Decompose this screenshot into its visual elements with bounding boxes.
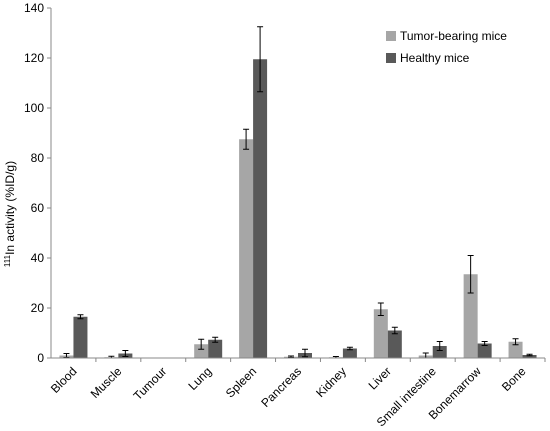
bar <box>432 346 447 358</box>
x-category-label: Bone <box>499 364 529 394</box>
y-tick-label: 0 <box>37 351 44 365</box>
y-axis-label-main: In activity (%ID/g) <box>3 161 17 255</box>
x-category-label: Lung <box>186 364 215 393</box>
y-tick-label: 100 <box>24 101 44 115</box>
y-tick-label: 80 <box>31 151 45 165</box>
legend-label: Healthy mice <box>400 51 470 65</box>
x-category-label: Blood <box>48 364 80 396</box>
x-category-label: Muscle <box>88 364 125 401</box>
y-axis: 0 20 40 60 80 100 120 140 <box>24 1 52 365</box>
legend: Tumor-bearing mice Healthy mice <box>386 29 507 65</box>
y-tick-label: 40 <box>31 251 45 265</box>
y-axis-label: 111In activity (%ID/g) <box>3 161 17 267</box>
x-axis: Blood Muscle Tumour Lung Spleen Pancreas Kidne… <box>48 357 546 429</box>
x-category-label: Liver <box>366 364 394 392</box>
y-tick-label: 20 <box>31 301 45 315</box>
legend-label: Tumor-bearing mice <box>400 29 507 43</box>
bar <box>387 330 402 358</box>
bar <box>239 139 254 358</box>
y-tick-label: 140 <box>24 1 44 15</box>
legend-swatch <box>386 53 396 63</box>
x-category-label: Spleen <box>223 364 259 400</box>
bar <box>73 316 88 358</box>
y-axis-label-superscript: 111 <box>3 254 12 267</box>
bar <box>508 341 523 358</box>
bar <box>194 344 209 358</box>
y-tick-label: 120 <box>24 51 44 65</box>
x-category-label: Kidney <box>313 364 349 400</box>
x-category-label: Tumour <box>131 364 170 403</box>
bars <box>59 26 537 359</box>
bar <box>373 309 388 358</box>
y-tick-label: 60 <box>31 201 45 215</box>
legend-swatch <box>386 31 396 41</box>
bar <box>463 274 478 358</box>
bar <box>522 355 537 358</box>
x-category-label: Pancreas <box>258 364 304 410</box>
bar <box>208 339 223 358</box>
bar <box>342 348 357 358</box>
bar <box>477 343 492 358</box>
bar <box>253 59 268 358</box>
